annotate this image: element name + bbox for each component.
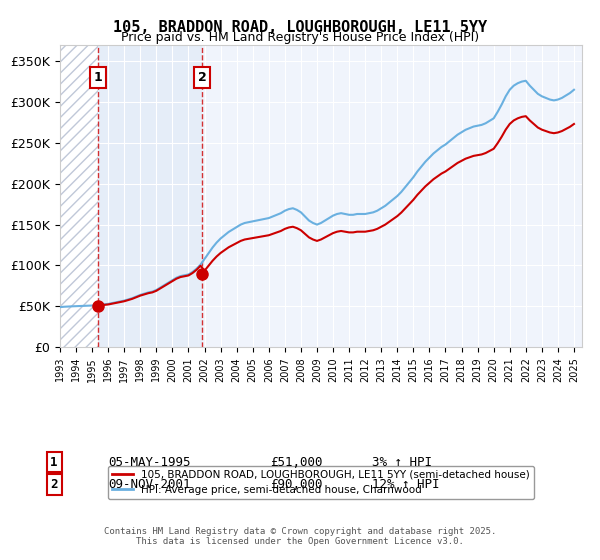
- Legend: 105, BRADDON ROAD, LOUGHBOROUGH, LE11 5YY (semi-detached house), HPI: Average pr: 105, BRADDON ROAD, LOUGHBOROUGH, LE11 5Y…: [108, 466, 534, 499]
- Text: 1: 1: [50, 455, 58, 469]
- Text: 2: 2: [198, 71, 206, 84]
- Text: Price paid vs. HM Land Registry's House Price Index (HPI): Price paid vs. HM Land Registry's House …: [121, 31, 479, 44]
- Text: 05-MAY-1995: 05-MAY-1995: [108, 455, 191, 469]
- Text: 105, BRADDON ROAD, LOUGHBOROUGH, LE11 5YY: 105, BRADDON ROAD, LOUGHBOROUGH, LE11 5Y…: [113, 20, 487, 35]
- Text: £90,000: £90,000: [270, 478, 323, 491]
- Bar: [98, 45, 202, 347]
- Text: 1: 1: [94, 71, 102, 84]
- Text: 09-NOV-2001: 09-NOV-2001: [108, 478, 191, 491]
- Text: 3% ↑ HPI: 3% ↑ HPI: [372, 455, 432, 469]
- Text: 12% ↑ HPI: 12% ↑ HPI: [372, 478, 439, 491]
- Text: 2: 2: [50, 478, 58, 491]
- Bar: [60, 45, 98, 347]
- Text: £51,000: £51,000: [270, 455, 323, 469]
- Text: Contains HM Land Registry data © Crown copyright and database right 2025.
This d: Contains HM Land Registry data © Crown c…: [104, 526, 496, 546]
